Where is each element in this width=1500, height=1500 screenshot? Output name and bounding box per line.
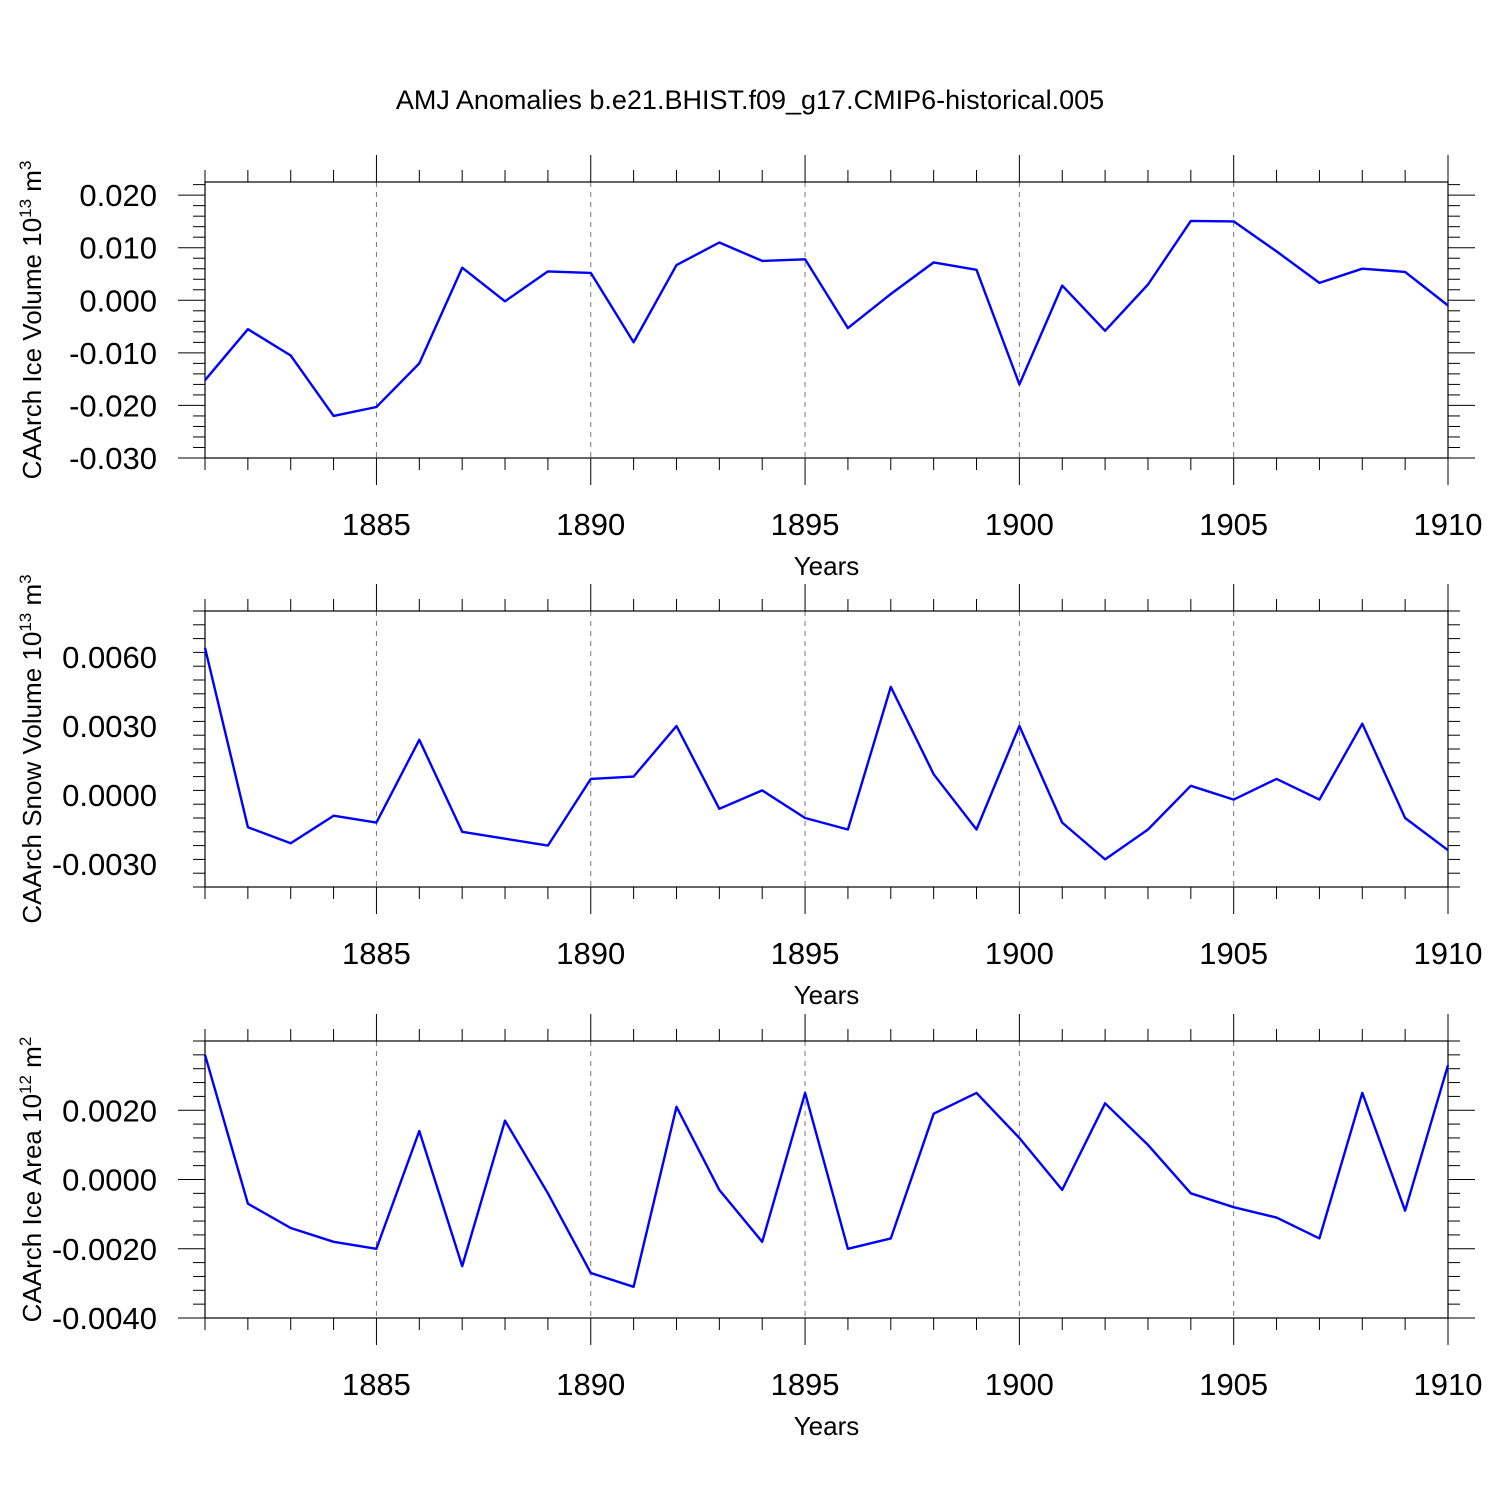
y-tick-label: 0.0020 — [62, 1093, 157, 1128]
plot-frame — [204, 1040, 1449, 1319]
y-tick-label: 0.0000 — [62, 1163, 157, 1198]
x-tick-label: 1885 — [342, 507, 411, 542]
y-tick-label: -0.010 — [69, 336, 157, 371]
y-tick-label: 0.020 — [79, 178, 157, 213]
panel-1: 1885 1890 1895 1900 1905 1910 -0.030 -0.020 -0.0… — [16, 155, 1482, 581]
y-tick-label: 0.000 — [79, 283, 157, 318]
x-tick-label: 1910 — [1414, 936, 1483, 971]
plot-frame — [204, 610, 1449, 888]
y-axis-label: CAArch Snow Volume 1013 m3 — [16, 574, 47, 923]
x-tick-label: 1885 — [342, 1367, 411, 1402]
x-tick-label: 1900 — [985, 936, 1054, 971]
x-tick-label: 1910 — [1414, 507, 1483, 542]
series-line — [204, 219, 1449, 418]
figure-title: AMJ Anomalies b.e21.BHIST.f09_g17.CMIP6-… — [396, 85, 1104, 115]
y-tick-label: -0.020 — [69, 388, 157, 423]
x-axis-label: Years — [794, 980, 860, 1010]
series-line — [203, 1054, 1450, 1289]
y-tick-label: -0.0030 — [52, 847, 157, 882]
panel-3: 1885 1890 1895 1900 1905 1910 -0.0040 -0.0020 0.… — [16, 1014, 1482, 1441]
x-tick-label: 1890 — [556, 936, 625, 971]
x-tick-label: 1895 — [771, 507, 840, 542]
series-line — [203, 647, 1449, 861]
y-tick-label: -0.0020 — [52, 1232, 157, 1267]
x-tick-label: 1895 — [771, 1367, 840, 1402]
x-tick-label: 1885 — [342, 936, 411, 971]
x-tick-label: 1895 — [771, 936, 840, 971]
x-axis-label: Years — [794, 551, 860, 581]
plot-frame — [204, 181, 1449, 459]
y-axis-label: CAArch Ice Area 1012 m2 — [16, 1037, 47, 1323]
x-tick-label: 1910 — [1414, 1367, 1483, 1402]
x-tick-label: 1905 — [1199, 1367, 1268, 1402]
y-tick-label: -0.030 — [69, 441, 157, 476]
y-tick-label: 0.0030 — [62, 709, 157, 744]
x-tick-label: 1890 — [556, 1367, 625, 1402]
panel-2: 1885 1890 1895 1900 1905 1910 -0.0030 0.0000 0.0… — [16, 574, 1482, 1010]
x-tick-label: 1905 — [1199, 936, 1268, 971]
x-tick-label: 1900 — [985, 1367, 1054, 1402]
x-tick-label: 1905 — [1199, 507, 1268, 542]
y-axis-label: CAArch Ice Volume 1013 m3 — [16, 161, 47, 480]
y-tick-label: 0.0000 — [62, 778, 157, 813]
x-tick-label: 1890 — [556, 507, 625, 542]
x-tick-label: 1900 — [985, 507, 1054, 542]
y-tick-label: 0.0060 — [62, 640, 157, 675]
y-tick-label: -0.0040 — [52, 1301, 157, 1336]
y-tick-label: 0.010 — [79, 231, 157, 266]
x-axis-label: Years — [794, 1411, 860, 1441]
